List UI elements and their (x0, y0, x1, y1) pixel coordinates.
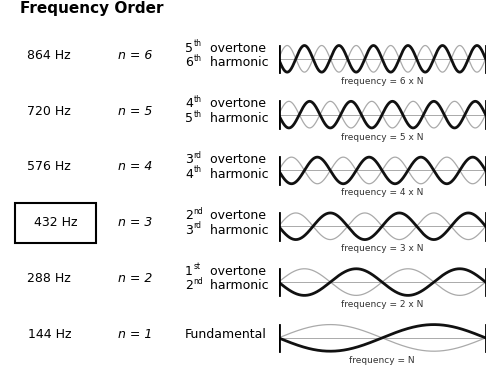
Text: 3: 3 (185, 153, 193, 166)
Text: harmonic: harmonic (206, 56, 268, 69)
Text: 144 Hz: 144 Hz (28, 328, 71, 341)
Text: th: th (194, 54, 202, 63)
Text: n = 3: n = 3 (118, 216, 153, 229)
Text: n = 5: n = 5 (118, 105, 153, 118)
Text: frequency = N: frequency = N (349, 356, 415, 365)
Text: harmonic: harmonic (206, 112, 268, 125)
Text: n = 1: n = 1 (118, 328, 153, 341)
Text: 720 Hz: 720 Hz (28, 105, 71, 118)
Text: nd: nd (194, 277, 204, 286)
Text: overtone: overtone (206, 153, 266, 166)
Text: 5: 5 (185, 42, 193, 55)
Text: n = 2: n = 2 (118, 272, 153, 285)
Text: 2: 2 (185, 209, 193, 222)
Text: overtone: overtone (206, 42, 266, 55)
Text: rd: rd (194, 221, 202, 230)
Text: frequency = 3 x N: frequency = 3 x N (341, 244, 423, 253)
Text: Frequency Order: Frequency Order (20, 1, 163, 16)
Text: frequency = 5 x N: frequency = 5 x N (341, 132, 423, 142)
Text: 2: 2 (185, 279, 193, 292)
Text: nd: nd (194, 207, 204, 216)
Text: harmonic: harmonic (206, 224, 268, 236)
Text: n = 4: n = 4 (118, 160, 153, 173)
Text: frequency = 4 x N: frequency = 4 x N (341, 188, 423, 198)
Text: 1: 1 (185, 265, 193, 278)
Text: th: th (194, 95, 202, 104)
Text: frequency = 6 x N: frequency = 6 x N (341, 77, 423, 86)
Text: frequency = 2 x N: frequency = 2 x N (341, 300, 423, 309)
Text: Fundamental: Fundamental (185, 328, 267, 341)
Text: rd: rd (194, 151, 202, 160)
Text: 864 Hz: 864 Hz (28, 49, 71, 62)
Text: th: th (194, 39, 202, 48)
Text: 4: 4 (185, 97, 193, 111)
Text: 5: 5 (185, 112, 193, 125)
Text: 4: 4 (185, 168, 193, 181)
Text: th: th (194, 109, 202, 119)
Text: overtone: overtone (206, 209, 266, 222)
Text: 6: 6 (185, 56, 193, 69)
Text: overtone: overtone (206, 265, 266, 278)
Text: overtone: overtone (206, 97, 266, 111)
Text: 432 Hz: 432 Hz (34, 216, 77, 229)
Text: 288 Hz: 288 Hz (28, 272, 71, 285)
Text: 3: 3 (185, 224, 193, 236)
Text: st: st (194, 262, 201, 272)
Text: n = 6: n = 6 (118, 49, 153, 62)
Text: th: th (194, 165, 202, 174)
Text: harmonic: harmonic (206, 168, 268, 181)
Text: 576 Hz: 576 Hz (28, 160, 71, 173)
Text: harmonic: harmonic (206, 279, 268, 292)
